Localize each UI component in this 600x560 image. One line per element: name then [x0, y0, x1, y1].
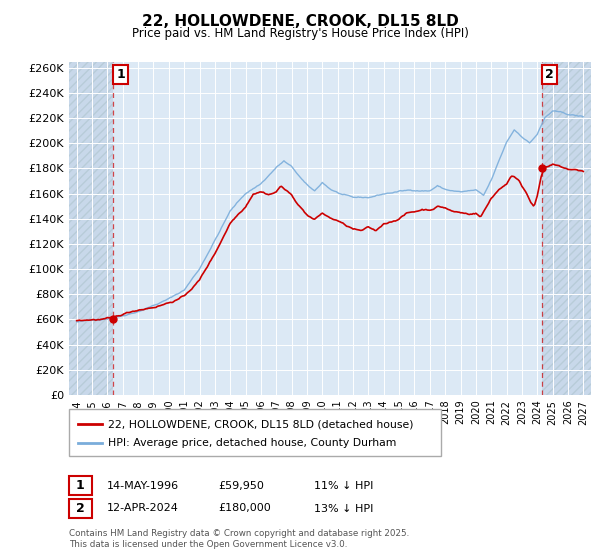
Text: 2: 2 [76, 502, 85, 515]
Text: 1: 1 [76, 479, 85, 492]
Text: £59,950: £59,950 [218, 480, 263, 491]
Text: 14-MAY-1996: 14-MAY-1996 [107, 480, 179, 491]
Text: 1: 1 [116, 68, 125, 81]
Bar [69, 62, 113, 395]
Text: 13% ↓ HPI: 13% ↓ HPI [314, 503, 373, 514]
Text: £180,000: £180,000 [218, 503, 271, 514]
Text: Price paid vs. HM Land Registry's House Price Index (HPI): Price paid vs. HM Land Registry's House … [131, 27, 469, 40]
Text: Contains HM Land Registry data © Crown copyright and database right 2025.
This d: Contains HM Land Registry data © Crown c… [69, 529, 409, 549]
Text: 12-APR-2024: 12-APR-2024 [107, 503, 179, 514]
Text: 2: 2 [545, 68, 554, 81]
Text: HPI: Average price, detached house, County Durham: HPI: Average price, detached house, Coun… [108, 438, 397, 448]
Text: 22, HOLLOWDENE, CROOK, DL15 8LD: 22, HOLLOWDENE, CROOK, DL15 8LD [142, 14, 458, 29]
Bar [542, 62, 591, 395]
Text: 11% ↓ HPI: 11% ↓ HPI [314, 480, 373, 491]
Text: 22, HOLLOWDENE, CROOK, DL15 8LD (detached house): 22, HOLLOWDENE, CROOK, DL15 8LD (detache… [108, 419, 413, 429]
